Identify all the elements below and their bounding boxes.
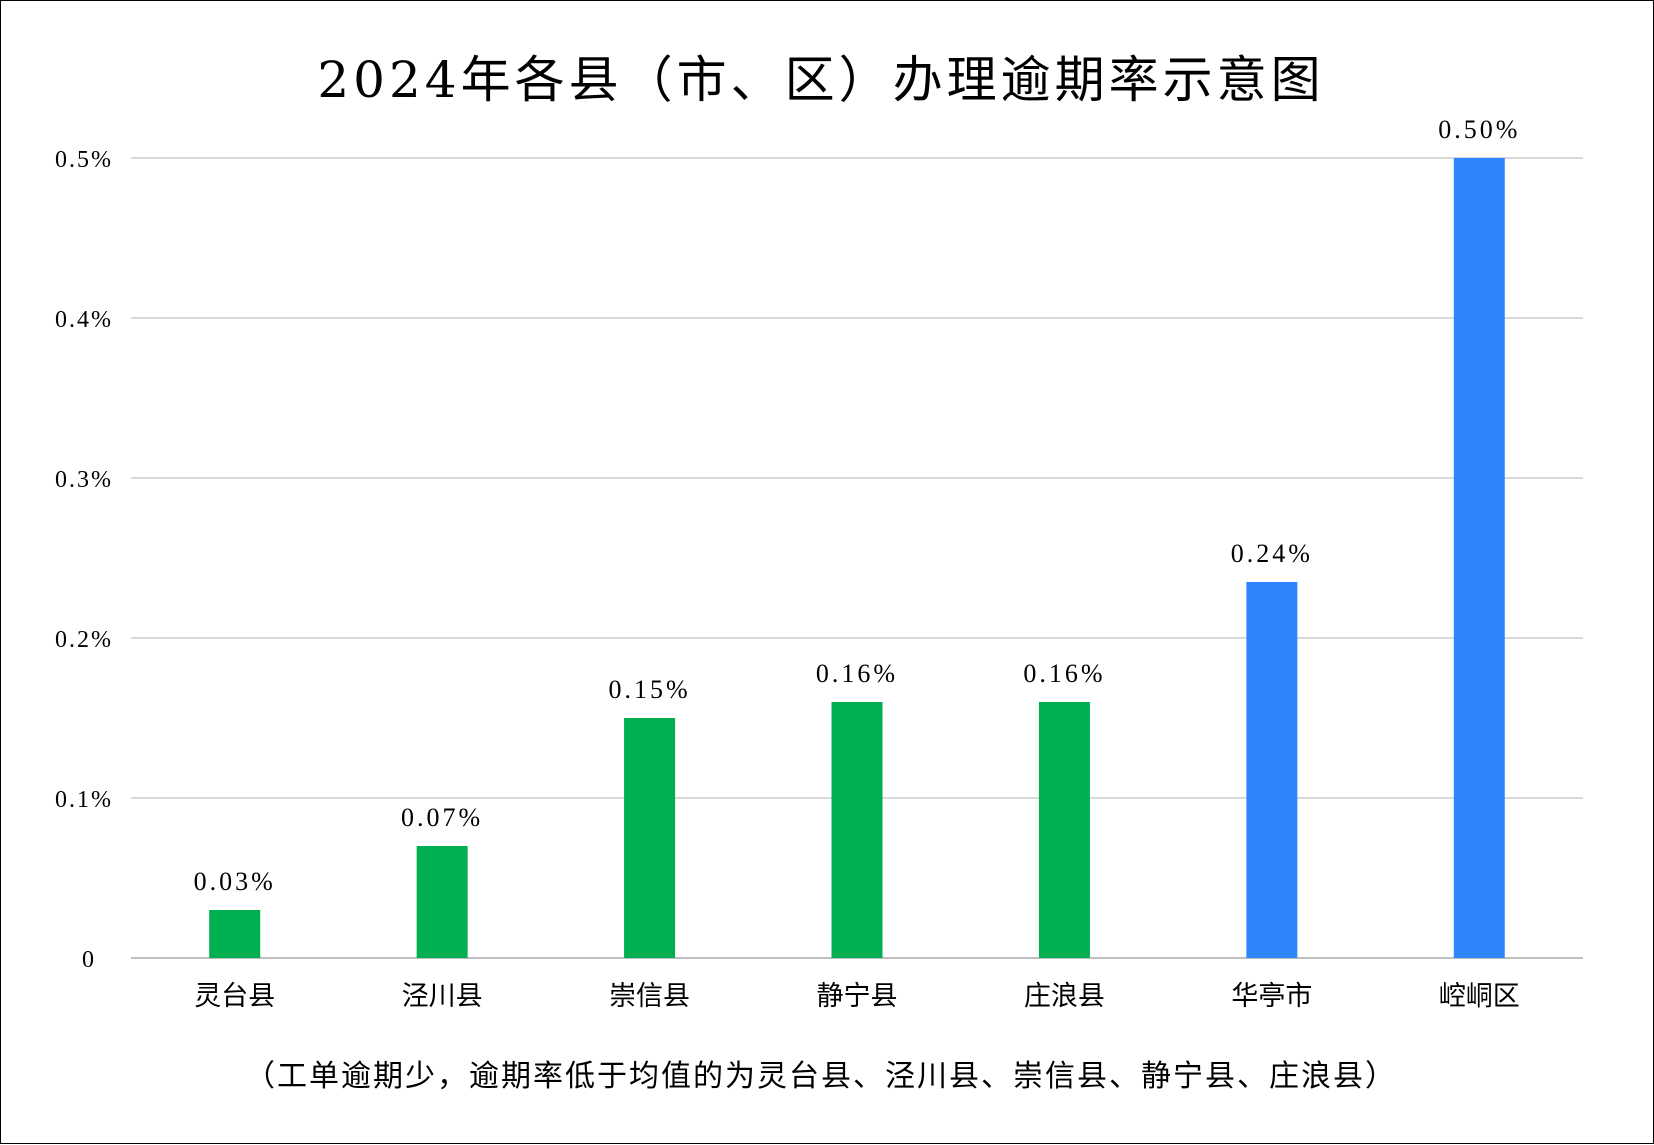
bar: [416, 846, 468, 958]
y-tick-label: 0.1%: [55, 787, 113, 813]
data-labels: 0.03% 0.07% 0.15% 0.16% 0.16% 0.24% 0.50%: [194, 115, 1520, 896]
category-label: 崆峒区: [1439, 981, 1520, 1012]
bar: [624, 718, 676, 958]
bars: [209, 158, 1505, 958]
category-label: 静宁县: [817, 981, 898, 1012]
y-tick-label: 0.2%: [55, 627, 113, 653]
data-label: 0.15%: [608, 675, 690, 704]
data-label: 0.16%: [1023, 659, 1105, 688]
gridlines: [131, 157, 1583, 959]
bar: [831, 702, 883, 958]
data-label: 0.16%: [816, 659, 898, 688]
y-tick-label: 0: [82, 947, 96, 973]
chart-note: （工单逾期少，逾期率低于均值的为灵台县、泾川县、崇信县、静宁县、庄浪县）: [245, 1059, 1397, 1094]
y-tick-label: 0.5%: [55, 147, 113, 173]
y-axis-ticks: 0 0.1% 0.2% 0.3% 0.4% 0.5%: [55, 147, 113, 973]
bar: [209, 910, 261, 958]
category-label: 庄浪县: [1024, 981, 1105, 1012]
bar: [1246, 582, 1298, 958]
category-label: 泾川县: [402, 981, 483, 1012]
y-tick-label: 0.3%: [55, 467, 113, 493]
data-label: 0.24%: [1231, 539, 1313, 568]
bar: [1038, 702, 1090, 958]
category-label: 华亭市: [1231, 981, 1312, 1012]
chart-title: 2024年各县（市、区）办理逾期率示意图: [317, 51, 1324, 109]
data-label: 0.50%: [1438, 115, 1520, 144]
y-tick-label: 0.4%: [55, 307, 113, 333]
category-label: 崇信县: [609, 981, 690, 1012]
x-axis-categories: 灵台县 泾川县 崇信县 静宁县 庄浪县 华亭市 崆峒区: [194, 981, 1520, 1012]
category-label: 灵台县: [194, 981, 275, 1012]
data-label: 0.07%: [401, 803, 483, 832]
bar: [1453, 158, 1505, 958]
data-label: 0.03%: [194, 867, 276, 896]
